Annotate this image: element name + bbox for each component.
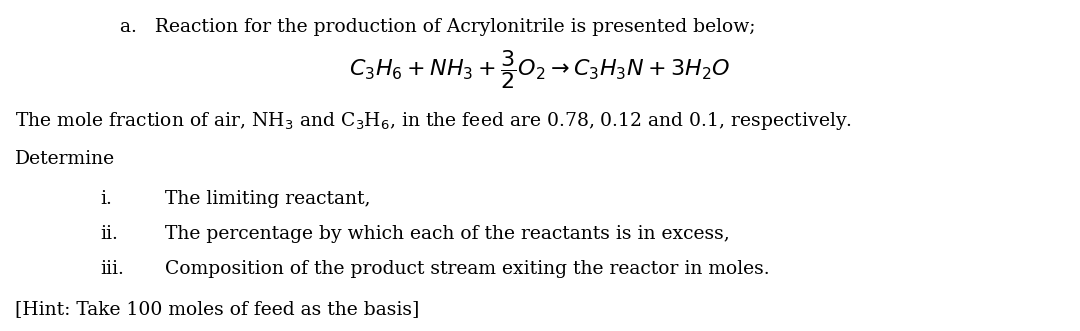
Text: iii.: iii. <box>100 260 124 278</box>
Text: The percentage by which each of the reactants is in excess,: The percentage by which each of the reac… <box>165 225 730 243</box>
Text: $C_3H_6 + NH_3 + \dfrac{3}{2}O_2 \rightarrow C_3H_3N + 3H_2O$: $C_3H_6 + NH_3 + \dfrac{3}{2}O_2 \righta… <box>349 48 731 91</box>
Text: a.   Reaction for the production of Acrylonitrile is presented below;: a. Reaction for the production of Acrylo… <box>120 18 756 36</box>
Text: Composition of the product stream exiting the reactor in moles.: Composition of the product stream exitin… <box>165 260 770 278</box>
Text: [Hint: Take 100 moles of feed as the basis]: [Hint: Take 100 moles of feed as the bas… <box>15 300 419 318</box>
Text: The limiting reactant,: The limiting reactant, <box>165 190 370 208</box>
Text: i.: i. <box>100 190 112 208</box>
Text: ii.: ii. <box>100 225 118 243</box>
Text: Determine: Determine <box>15 150 116 168</box>
Text: The mole fraction of air, NH$_3$ and C$_3$H$_6$, in the feed are 0.78, 0.12 and : The mole fraction of air, NH$_3$ and C$_… <box>15 110 852 132</box>
